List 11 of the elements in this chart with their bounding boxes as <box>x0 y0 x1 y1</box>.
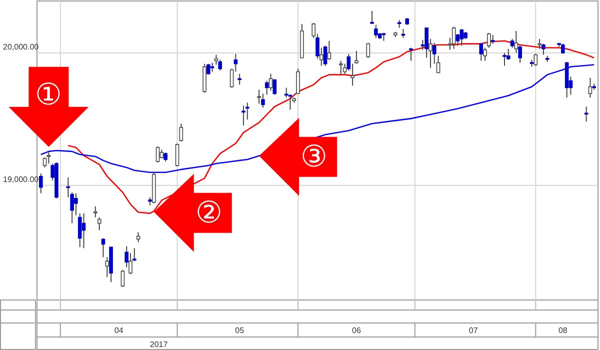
x-tick-label: 07 <box>468 326 478 335</box>
y-tick-label: 20,000.00 <box>3 42 40 52</box>
annotation: ① <box>35 78 62 112</box>
x-tick-label: 04 <box>114 326 124 335</box>
annotation: ③ <box>300 140 328 174</box>
x-axis-title: 2017 <box>150 340 168 349</box>
y-tick-label: 19,000.00 <box>3 174 40 184</box>
x-tick-label: 08 <box>558 326 568 335</box>
x-tick-label: 05 <box>235 326 245 335</box>
x-tick-label: 06 <box>352 326 362 335</box>
annotation: ② <box>195 196 222 230</box>
